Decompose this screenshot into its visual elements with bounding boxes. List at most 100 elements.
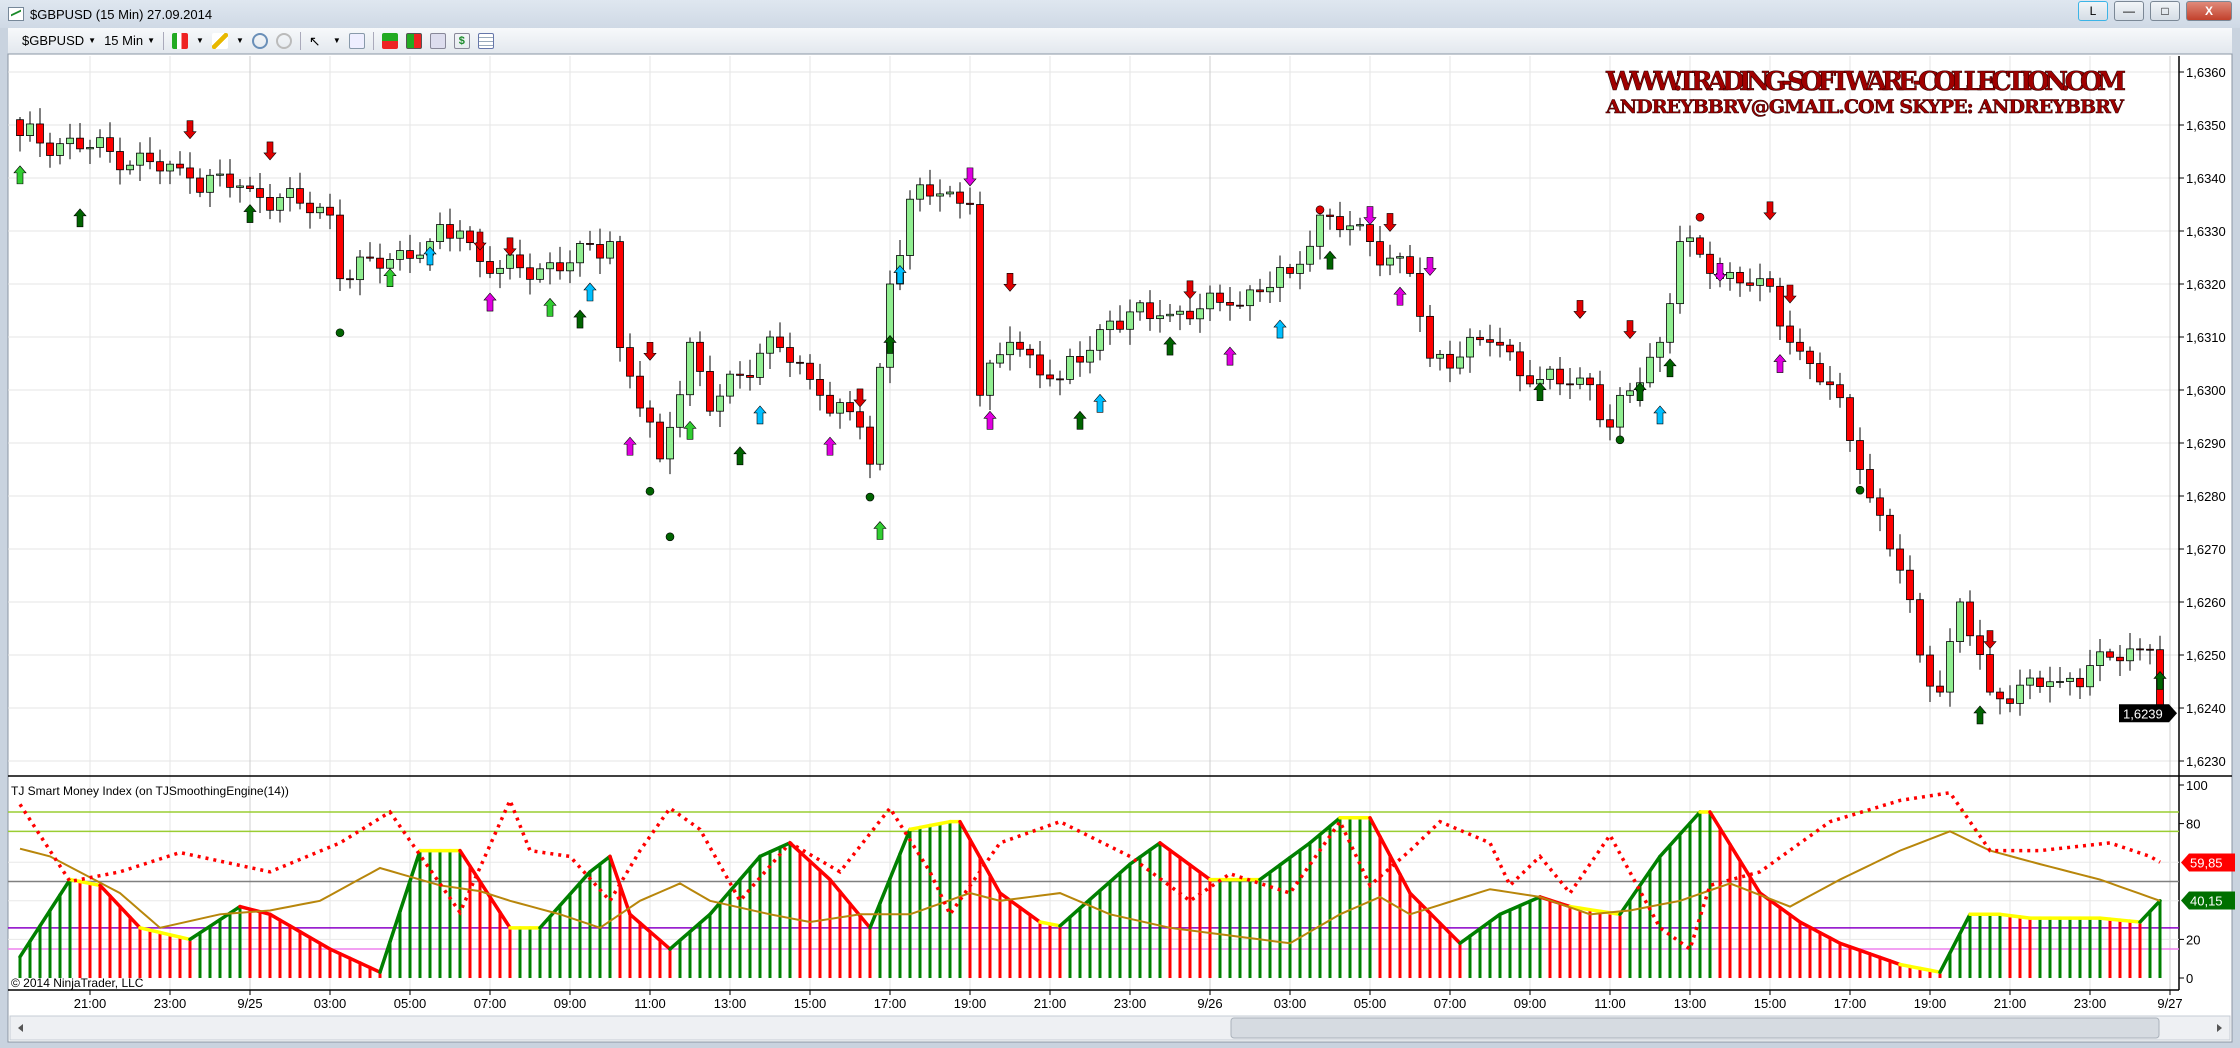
candle <box>886 270 894 384</box>
smi-line-segment <box>828 877 842 894</box>
price-tick-label: 1,6340 <box>2186 171 2226 186</box>
candle <box>1316 205 1324 260</box>
down-arrow-icon <box>183 120 197 140</box>
smi-line-segment <box>1658 843 1672 859</box>
candle <box>336 199 344 291</box>
candle <box>1976 619 1984 670</box>
indicator-label: TJ Smart Money Index (on TJSmoothingEngi… <box>11 784 289 798</box>
smi-line-segment <box>348 956 362 965</box>
candle <box>866 415 874 479</box>
candle-down <box>466 230 474 244</box>
candle <box>736 361 744 389</box>
layout-button[interactable]: L <box>2078 1 2108 21</box>
dollar-icon[interactable]: $ <box>453 32 470 49</box>
candle-down <box>196 177 204 193</box>
candle-down <box>1146 302 1154 320</box>
scrollbar-thumb[interactable] <box>1230 1017 2160 1039</box>
candle-up <box>1656 341 1664 358</box>
smi-green-value: 40,15 <box>2190 894 2223 909</box>
smi-line-segment <box>1398 872 1412 895</box>
scroll-right-icon[interactable] <box>2217 1024 2222 1032</box>
candle <box>1196 293 1204 333</box>
interval-selector[interactable]: 15 Min ▼ <box>104 33 155 48</box>
horizontal-scrollbar[interactable] <box>9 1015 2231 1041</box>
candle-down <box>806 362 814 380</box>
chart-trader-icon[interactable] <box>429 32 446 49</box>
up-arrow-icon <box>1393 286 1407 306</box>
candle <box>2036 670 2044 693</box>
candle-up <box>2086 665 2094 688</box>
smi-line-segment <box>1798 920 1812 930</box>
candle-down <box>246 185 254 190</box>
candle-up <box>1196 308 1204 320</box>
candle-down <box>1226 301 1234 306</box>
candle-down <box>746 374 754 378</box>
candle-down <box>776 336 784 348</box>
smi-line-segment <box>1018 905 1032 917</box>
candle-down <box>786 347 794 363</box>
time-tick-label: 17:00 <box>874 996 907 1011</box>
smi-line-segment <box>1768 898 1782 910</box>
candle-down <box>2136 648 2144 651</box>
zoom-out-icon[interactable] <box>275 32 292 49</box>
candle <box>1586 372 1594 401</box>
maximize-button[interactable]: □ <box>2150 1 2180 21</box>
bar-type-icon[interactable] <box>172 32 189 49</box>
candle-up <box>356 256 364 281</box>
candle <box>1896 534 1904 584</box>
strategies-icon[interactable] <box>405 32 422 49</box>
time-tick-label: 23:00 <box>1114 996 1147 1011</box>
indicators-icon[interactable] <box>381 32 398 49</box>
candle <box>1136 299 1144 321</box>
candle-up <box>1676 241 1684 305</box>
instrument-selector[interactable]: $GBPUSD ▼ <box>22 33 96 48</box>
smi-line-segment <box>1318 824 1332 837</box>
pointer-icon[interactable]: ↖ <box>308 32 321 49</box>
down-arrow-icon <box>1003 273 1017 292</box>
candle <box>1996 687 2004 715</box>
drawing-pencil-icon[interactable] <box>211 32 228 49</box>
candle <box>236 178 244 203</box>
candle-up <box>496 267 504 274</box>
minimize-button[interactable]: — <box>2114 1 2144 21</box>
candle-up <box>936 193 944 197</box>
candle <box>996 342 1004 368</box>
candle <box>1806 346 1814 380</box>
up-arrow-icon <box>1073 410 1087 430</box>
smi-line-segment <box>1668 832 1682 848</box>
price-tick-label: 1,6270 <box>2186 542 2226 557</box>
candle <box>2046 666 2054 703</box>
chevron-down-icon[interactable]: ▼ <box>332 36 341 45</box>
smi-line-segment <box>668 938 682 951</box>
price-tick-label: 1,6330 <box>2186 224 2226 239</box>
smi-line-segment <box>1428 911 1442 925</box>
candle <box>2116 645 2124 676</box>
candle <box>376 243 384 284</box>
zoom-in-icon[interactable] <box>251 32 268 49</box>
price-tick-label: 1,6280 <box>2186 489 2226 504</box>
candle <box>286 177 294 212</box>
candle <box>1346 211 1354 246</box>
candle <box>1966 590 1974 646</box>
smi-line-segment <box>718 889 732 905</box>
chevron-down-icon[interactable]: ▼ <box>196 36 204 45</box>
candle-down <box>1476 336 1484 341</box>
scroll-left-icon[interactable] <box>18 1024 23 1032</box>
smi-line-segment <box>368 965 382 974</box>
smi-line-segment <box>1418 901 1432 915</box>
down-arrow-icon <box>1383 213 1397 232</box>
chevron-down-icon[interactable]: ▼ <box>235 36 244 45</box>
smi-line-segment <box>2148 899 2162 914</box>
smi-line-segment <box>488 895 502 915</box>
candle-down <box>16 119 24 136</box>
data-box-icon[interactable] <box>348 32 365 49</box>
candle-down <box>376 257 384 269</box>
candle-down <box>1896 548 1904 571</box>
up-arrow-icon <box>573 309 587 329</box>
time-tick-label: 09:00 <box>554 996 587 1011</box>
candle-up <box>606 241 614 259</box>
candle <box>1676 225 1684 314</box>
properties-icon[interactable] <box>477 32 494 49</box>
close-button[interactable]: X <box>2186 1 2232 21</box>
